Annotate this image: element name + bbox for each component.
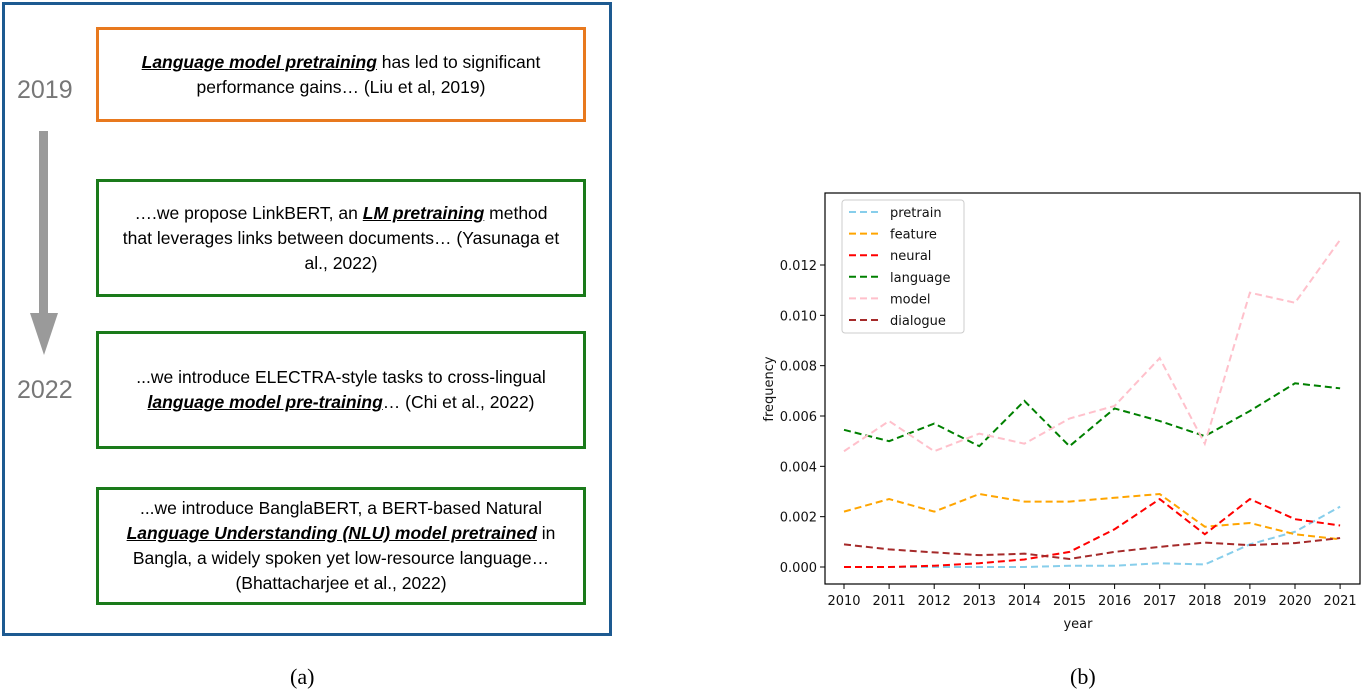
series-line-pretrain [844, 505, 1341, 568]
caption-a: (a) [290, 664, 315, 689]
quote-box: ...we introduce ELECTRA-style tasks to c… [96, 331, 586, 449]
quote-text: ...we introduce ELECTRA-style tasks to c… [107, 365, 575, 415]
x-tick-label: 2020 [1278, 594, 1311, 609]
highlighted-term: language model pre-training [147, 392, 383, 412]
series-line-language [843, 382, 1341, 448]
x-tick-label: 2021 [1324, 594, 1357, 609]
x-tick-label: 2015 [1053, 594, 1086, 609]
x-tick-label: 2014 [1008, 594, 1041, 609]
x-tick-label: 2016 [1098, 594, 1131, 609]
x-tick-label: 2018 [1188, 594, 1221, 609]
year-label-end: 2022 [17, 376, 73, 404]
quote-text: Language model pretraining has led to si… [107, 50, 575, 100]
series-line-neural [844, 497, 1341, 568]
legend-label: model [890, 292, 930, 307]
caption-b: (b) [1070, 664, 1096, 689]
y-tick-label: 0.000 [780, 561, 817, 576]
legend: pretrain feature neural language model dialog… [841, 199, 965, 334]
quote-segment: ….we propose LinkBERT, an [134, 202, 363, 223]
quote-box: ...we introduce BanglaBERT, a BERT-based… [96, 487, 586, 605]
x-tick-label: 2017 [1143, 594, 1176, 609]
x-tick-label: 2019 [1233, 594, 1266, 609]
quote-segment: in Bangla, a widely spoken yet low-resou… [132, 523, 556, 593]
x-tick-label: 2013 [963, 594, 996, 609]
quote-segment: method that leverages links between docu… [122, 202, 560, 273]
y-tick-label: 0.004 [780, 460, 817, 475]
quote-segment: ...we introduce BanglaBERT, a BERT-based… [139, 498, 543, 518]
quote-text: ...we introduce BanglaBERT, a BERT-based… [113, 496, 569, 596]
y-tick-label: 0.012 [780, 259, 817, 274]
x-tick-label: 2012 [918, 594, 951, 609]
legend-label: neural [890, 249, 931, 264]
timeline-panel: 2019 2022 Language model pretraining has… [2, 2, 612, 636]
quote-segment: … (Chi et al., 2022) [382, 392, 535, 412]
legend-label: language [890, 271, 951, 286]
legend-label: dialogue [890, 314, 946, 329]
y-tick-label: 0.006 [780, 410, 817, 425]
x-axis-label: year [1063, 617, 1093, 632]
timeline-arrow-shaft [39, 131, 48, 315]
quote-segment: has led to significant performance gains… [196, 51, 541, 97]
quote-box: Language model pretraining has led to si… [96, 27, 586, 122]
year-label-start: 2019 [17, 76, 73, 104]
legend-label: pretrain [890, 206, 942, 221]
series-line-dialogue [843, 537, 1341, 560]
series-line-model [843, 239, 1341, 453]
quote-text: ….we propose LinkBERT, an LM pretraining… [119, 201, 563, 276]
series-line-feature [843, 492, 1341, 541]
legend-label: feature [890, 228, 937, 243]
quote-segment: ...we introduce ELECTRA-style tasks to c… [136, 367, 546, 387]
quote-box: ….we propose LinkBERT, an LM pretraining… [96, 179, 586, 297]
y-axis-label: frequency [762, 356, 777, 422]
y-tick-label: 0.002 [780, 511, 817, 526]
x-tick-label: 2011 [873, 594, 906, 609]
highlighted-term: Language Understanding (NLU) model pretr… [126, 523, 537, 543]
highlighted-term: LM pretraining [362, 202, 485, 223]
arrow-down-icon [30, 313, 58, 355]
plot-frame [824, 192, 1361, 585]
x-tick-label: 2010 [827, 594, 860, 609]
y-tick-label: 0.010 [780, 309, 817, 324]
highlighted-term: Language model pretraining [141, 51, 377, 72]
y-tick-label: 0.008 [780, 360, 817, 375]
